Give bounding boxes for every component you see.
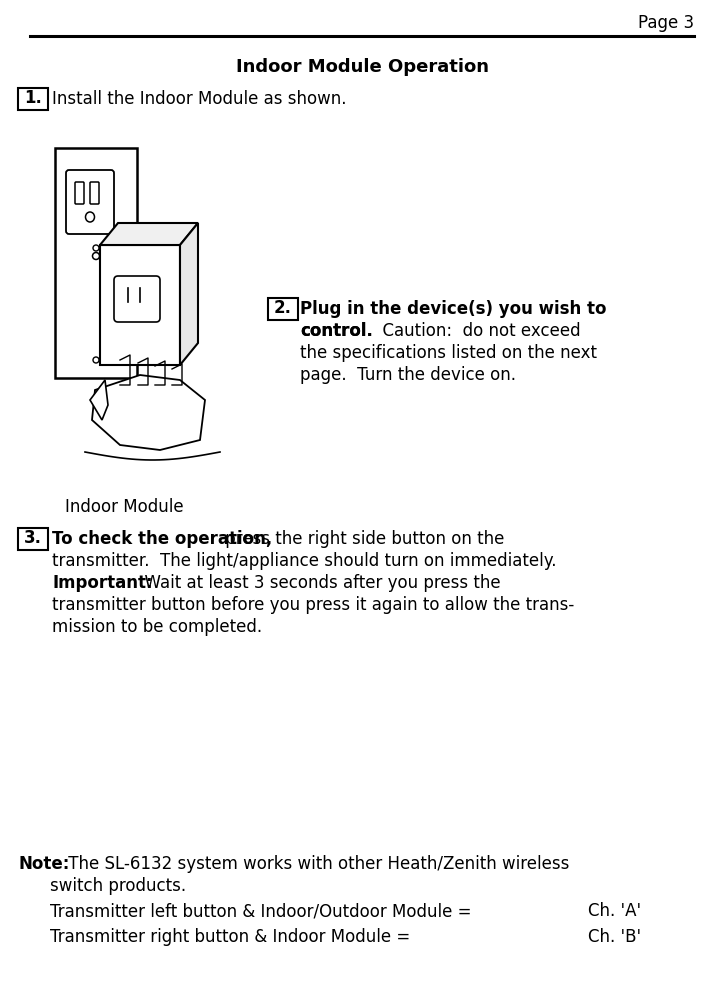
- Text: transmitter button before you press it again to allow the trans-: transmitter button before you press it a…: [52, 596, 574, 614]
- Bar: [268, 298, 298, 320]
- Ellipse shape: [93, 253, 99, 260]
- FancyBboxPatch shape: [75, 182, 84, 204]
- Text: Plug in the device(s) you wish to: Plug in the device(s) you wish to: [300, 300, 607, 318]
- Polygon shape: [100, 245, 180, 365]
- Text: 3.: 3.: [24, 529, 42, 547]
- Bar: [18, 88, 48, 110]
- Text: switch products.: switch products.: [50, 877, 186, 895]
- Polygon shape: [100, 223, 198, 245]
- Text: page.  Turn the device on.: page. Turn the device on.: [300, 366, 516, 384]
- Ellipse shape: [93, 357, 99, 363]
- Text: the specifications listed on the next: the specifications listed on the next: [300, 344, 597, 362]
- Text: The SL-6132 system works with other Heath/Zenith wireless: The SL-6132 system works with other Heat…: [63, 855, 569, 873]
- Text: Indoor Module Operation: Indoor Module Operation: [235, 58, 489, 76]
- Text: Caution:  do not exceed: Caution: do not exceed: [372, 322, 581, 340]
- Text: Ch. 'A': Ch. 'A': [588, 902, 641, 920]
- Bar: [18, 528, 48, 550]
- FancyBboxPatch shape: [90, 182, 99, 204]
- Text: Important:: Important:: [52, 574, 153, 592]
- Text: control.: control.: [300, 322, 373, 340]
- Polygon shape: [92, 375, 205, 450]
- Ellipse shape: [93, 245, 99, 251]
- Text: Ch. 'B': Ch. 'B': [588, 928, 641, 946]
- Text: 1.: 1.: [24, 89, 42, 107]
- Text: Transmitter left button & Indoor/Outdoor Module =: Transmitter left button & Indoor/Outdoor…: [50, 902, 471, 920]
- Polygon shape: [90, 380, 108, 420]
- FancyBboxPatch shape: [66, 170, 114, 234]
- Ellipse shape: [85, 212, 95, 222]
- Text: Install the Indoor Module as shown.: Install the Indoor Module as shown.: [52, 90, 347, 108]
- FancyBboxPatch shape: [114, 276, 160, 322]
- Text: press the right side button on the: press the right side button on the: [220, 530, 505, 548]
- Text: Page 3: Page 3: [638, 14, 694, 32]
- Bar: [55, 148, 137, 378]
- Text: Indoor Module: Indoor Module: [65, 498, 184, 516]
- Text: Note:: Note:: [18, 855, 70, 873]
- Text: Wait at least 3 seconds after you press the: Wait at least 3 seconds after you press …: [134, 574, 500, 592]
- Text: Transmitter right button & Indoor Module =: Transmitter right button & Indoor Module…: [50, 928, 411, 946]
- Polygon shape: [180, 223, 198, 365]
- Text: transmitter.  The light/appliance should turn on immediately.: transmitter. The light/appliance should …: [52, 552, 557, 570]
- Text: control.: control.: [300, 322, 373, 340]
- Text: mission to be completed.: mission to be completed.: [52, 618, 262, 636]
- Text: To check the operation,: To check the operation,: [52, 530, 272, 548]
- Text: 2.: 2.: [274, 299, 292, 317]
